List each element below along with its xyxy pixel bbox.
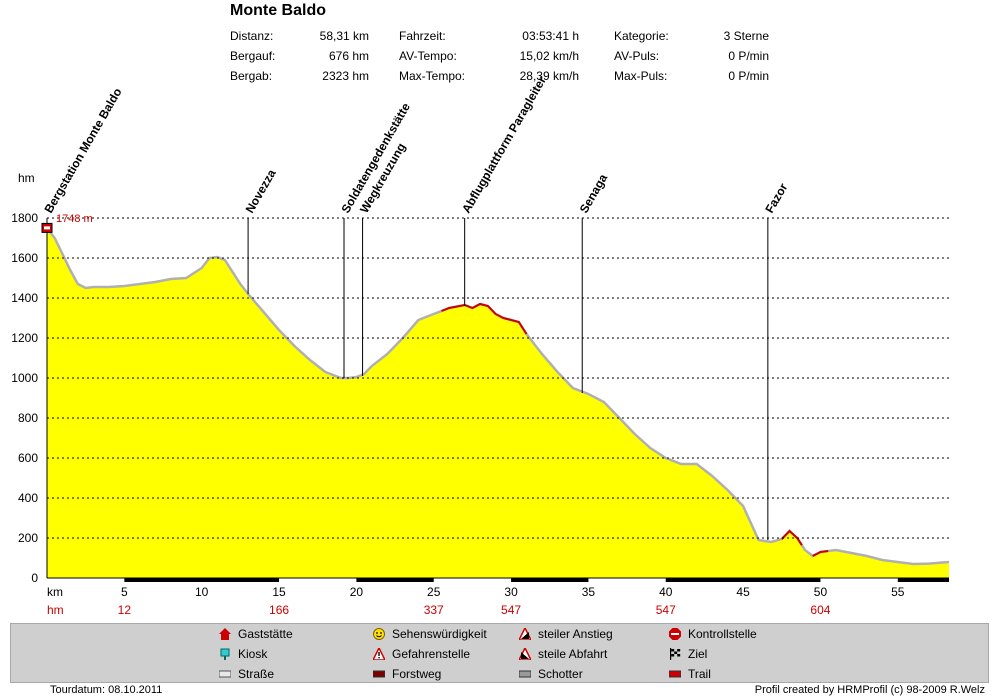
legend-label: Schotter [538, 667, 583, 681]
steep-climb-icon [519, 628, 531, 640]
y-axis-label: hm [18, 171, 35, 185]
x-tick-label: 55 [891, 585, 905, 599]
legend-label: Sehenswürdigkeit [392, 627, 487, 641]
stat-label-max-puls: Max-Puls: [614, 69, 668, 83]
stat-value-bergab: 2323 hm [322, 69, 369, 83]
finish-flag-icon [670, 648, 681, 660]
waypoint-label: Bergstation Monte Baldo [41, 86, 124, 216]
hm-row-value: 166 [269, 603, 289, 617]
waypoint-label: Fazor [762, 180, 790, 215]
x-axis-label: km [47, 585, 63, 599]
hm-row-value: 604 [810, 603, 830, 617]
x-tick-label: 20 [350, 585, 364, 599]
legend-label: Gaststätte [238, 627, 293, 641]
waypoint-label: Senaga [577, 171, 611, 215]
stat-label-kategorie: Kategorie: [614, 29, 669, 43]
gravel-icon [519, 670, 531, 678]
stat-value-fahrzeit: 03:53:41 h [522, 29, 579, 43]
tour-date: Tourdatum: 08.10.2011 [50, 684, 163, 696]
trail-segment [781, 529, 803, 546]
stat-value-distanz: 58,31 km [319, 29, 369, 43]
distance-band [897, 578, 949, 582]
legend: Gaststätte Kiosk Straße Sehenswürdigkeit… [10, 623, 989, 683]
stat-label-bergauf: Bergauf: [230, 49, 276, 63]
stat-value-max-puls: 0 P/min [728, 69, 769, 83]
trail-segment [441, 302, 528, 335]
x-tick-label: 35 [582, 585, 596, 599]
y-tick-label: 0 [31, 571, 38, 585]
x-tick-label: 5 [121, 585, 128, 599]
x-tick-label: 50 [814, 585, 828, 599]
distance-band [665, 578, 821, 582]
waypoint-label: Novezza [243, 167, 279, 216]
warning-icon [373, 648, 385, 660]
elevation-profile-chart: 0 200 400 600 800 1000 1200 1400 1600 1800 hm km 5 10… [11, 74, 950, 617]
forest-road-icon [373, 670, 385, 678]
legend-label: Kiosk [238, 647, 268, 661]
stat-label-fahrzeit: Fahrzeit: [399, 29, 446, 43]
restaurant-icon [219, 628, 231, 640]
start-marker-window [44, 226, 50, 230]
stat-value-max-tempo: 28,39 km/h [519, 69, 579, 83]
stat-label-distanz: Distanz: [230, 29, 274, 43]
stat-value-av-tempo: 15,02 km/h [519, 49, 579, 63]
hm-row-value: 337 [424, 603, 444, 617]
trail-segment [812, 550, 829, 557]
x-tick-label: 15 [272, 585, 286, 599]
kiosk-icon [220, 648, 230, 660]
legend-label: steiler Anstieg [538, 627, 613, 641]
y-tick-label: 1200 [11, 331, 38, 345]
steep-descent-icon [519, 648, 531, 660]
legend-label: Forstweg [392, 667, 442, 681]
stat-value-kategorie: 3 Sterne [723, 29, 769, 43]
stat-label-av-tempo: AV-Tempo: [399, 49, 457, 63]
page-title: Monte Baldo [230, 2, 326, 19]
y-tick-label: 1000 [11, 371, 38, 385]
x-tick-label: 10 [195, 585, 209, 599]
y-tick-label: 600 [18, 451, 38, 465]
y-tick-label: 200 [18, 531, 38, 545]
legend-label: Trail [688, 667, 711, 681]
smiley-icon [373, 628, 385, 640]
distance-band [356, 578, 434, 582]
x-tick-label: 40 [659, 585, 673, 599]
hm-row-value: 547 [501, 603, 521, 617]
hm-row-value: 12 [118, 603, 132, 617]
start-elevation-label: 1748 m [56, 213, 93, 225]
y-tick-label: 1600 [11, 251, 38, 265]
legend-label: steile Abfahrt [538, 647, 608, 661]
distance-band [511, 578, 589, 582]
stat-label-max-tempo: Max-Tempo: [399, 69, 466, 83]
x-tick-label: 30 [504, 585, 518, 599]
elevation-area [47, 228, 949, 578]
hm-row-value: 547 [656, 603, 676, 617]
stat-label-bergab: Bergab: [230, 69, 273, 83]
distance-band [124, 578, 280, 582]
y-tick-label: 1800 [11, 211, 38, 225]
legend-label: Gefahrenstelle [392, 647, 471, 661]
stat-value-bergauf: 676 hm [328, 49, 369, 63]
hm-row-label: hm [47, 603, 64, 617]
stat-label-av-puls: AV-Puls: [614, 49, 660, 63]
legend-label: Straße [238, 667, 275, 681]
stat-value-av-puls: 0 P/min [728, 49, 769, 63]
road-icon [219, 670, 231, 678]
x-tick-label: 25 [427, 585, 441, 599]
y-tick-label: 1400 [11, 291, 38, 305]
stop-icon [669, 628, 681, 640]
x-tick-label: 45 [736, 585, 750, 599]
legend-label: Ziel [688, 647, 708, 661]
y-tick-label: 800 [18, 411, 38, 425]
waypoint-label: Abflugplattform Paragleiter [459, 74, 549, 216]
trail-icon [669, 670, 681, 678]
legend-label: Kontrollstelle [688, 627, 757, 641]
y-tick-label: 400 [18, 491, 38, 505]
credit-text: Profil created by HRMProfil (c) 98-2009 … [754, 684, 985, 696]
